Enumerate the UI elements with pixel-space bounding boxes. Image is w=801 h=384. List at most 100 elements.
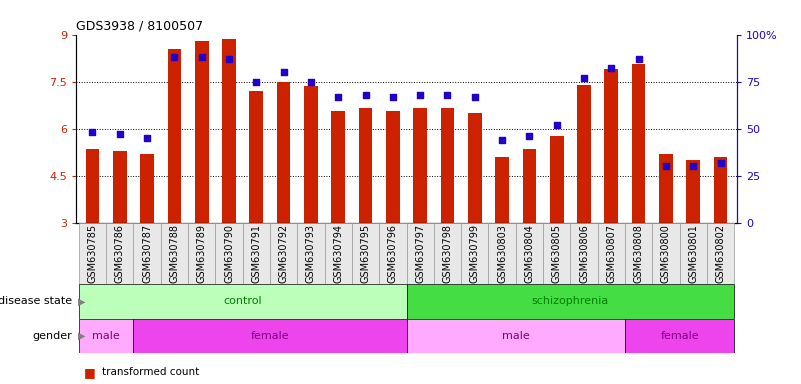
Bar [706, 223, 735, 284]
Text: GSM630792: GSM630792 [279, 224, 288, 283]
Bar [625, 319, 735, 353]
Bar [270, 223, 297, 284]
Text: GSM630787: GSM630787 [142, 224, 152, 283]
Text: GSM630794: GSM630794 [333, 224, 344, 283]
Bar [78, 223, 106, 284]
Bar [243, 223, 270, 284]
Text: GSM630788: GSM630788 [169, 224, 179, 283]
Point [686, 163, 699, 169]
Bar [161, 223, 188, 284]
Text: schizophrenia: schizophrenia [532, 296, 609, 306]
Point [550, 122, 563, 128]
Text: female: female [660, 331, 699, 341]
Text: GSM630798: GSM630798 [442, 224, 453, 283]
Point [195, 54, 208, 60]
Bar [195, 41, 208, 223]
Bar [413, 108, 427, 223]
Point [359, 92, 372, 98]
Bar [222, 39, 235, 223]
Bar [140, 154, 154, 223]
Text: ▶: ▶ [78, 296, 85, 306]
Point [86, 129, 99, 136]
Point [496, 137, 509, 143]
Bar [406, 319, 625, 353]
Bar [359, 108, 372, 223]
Point [523, 133, 536, 139]
Bar [714, 157, 727, 223]
Bar [461, 223, 489, 284]
Text: GSM630800: GSM630800 [661, 224, 671, 283]
Text: GSM630789: GSM630789 [197, 224, 207, 283]
Bar [379, 223, 406, 284]
Text: ▶: ▶ [78, 331, 85, 341]
Text: male: male [92, 331, 120, 341]
Bar [605, 69, 618, 223]
Point [386, 94, 399, 100]
Text: female: female [251, 331, 289, 341]
Text: GSM630790: GSM630790 [224, 224, 234, 283]
Point [250, 79, 263, 85]
Point [332, 94, 344, 100]
Point [141, 135, 154, 141]
Text: control: control [223, 296, 262, 306]
Bar [134, 223, 161, 284]
Bar [598, 223, 625, 284]
Bar [386, 111, 400, 223]
Bar [652, 223, 679, 284]
Bar [679, 223, 706, 284]
Bar [277, 82, 291, 223]
Bar [522, 149, 536, 223]
Bar [332, 111, 345, 223]
Bar [625, 223, 652, 284]
Point [223, 56, 235, 62]
Bar [249, 91, 264, 223]
Point [714, 159, 727, 166]
Bar [113, 151, 127, 223]
Point [578, 75, 590, 81]
Bar [188, 223, 215, 284]
Bar [659, 154, 673, 223]
Bar [304, 86, 318, 223]
Text: GSM630786: GSM630786 [115, 224, 125, 283]
Bar [543, 223, 570, 284]
Text: GSM630785: GSM630785 [87, 224, 98, 283]
Text: GSM630808: GSM630808 [634, 224, 644, 283]
Bar [406, 223, 434, 284]
Bar [134, 319, 406, 353]
Bar [632, 65, 646, 223]
Bar [578, 85, 591, 223]
Bar [352, 223, 379, 284]
Text: transformed count: transformed count [102, 367, 199, 377]
Text: GSM630799: GSM630799 [469, 224, 480, 283]
Bar [297, 223, 324, 284]
Point [441, 92, 454, 98]
Text: GDS3938 / 8100507: GDS3938 / 8100507 [76, 19, 203, 32]
Bar [516, 223, 543, 284]
Bar [78, 284, 406, 319]
Text: GSM630802: GSM630802 [715, 224, 726, 283]
Text: ■: ■ [84, 366, 96, 379]
Text: GSM630795: GSM630795 [360, 224, 371, 283]
Point [114, 131, 127, 137]
Point [277, 69, 290, 75]
Text: GSM630796: GSM630796 [388, 224, 398, 283]
Point [469, 94, 481, 100]
Bar [441, 108, 454, 223]
Text: GSM630805: GSM630805 [552, 224, 562, 283]
Bar [686, 160, 700, 223]
Bar [406, 284, 735, 319]
Text: GSM630803: GSM630803 [497, 224, 507, 283]
Bar [489, 223, 516, 284]
Point [632, 56, 645, 62]
Point [605, 65, 618, 71]
Bar [495, 157, 509, 223]
Point [659, 163, 672, 169]
Text: GSM630804: GSM630804 [525, 224, 534, 283]
Text: gender: gender [32, 331, 72, 341]
Bar [167, 49, 181, 223]
Point [168, 54, 181, 60]
Text: GSM630797: GSM630797 [415, 224, 425, 283]
Bar [549, 136, 564, 223]
Bar [324, 223, 352, 284]
Bar [106, 223, 134, 284]
